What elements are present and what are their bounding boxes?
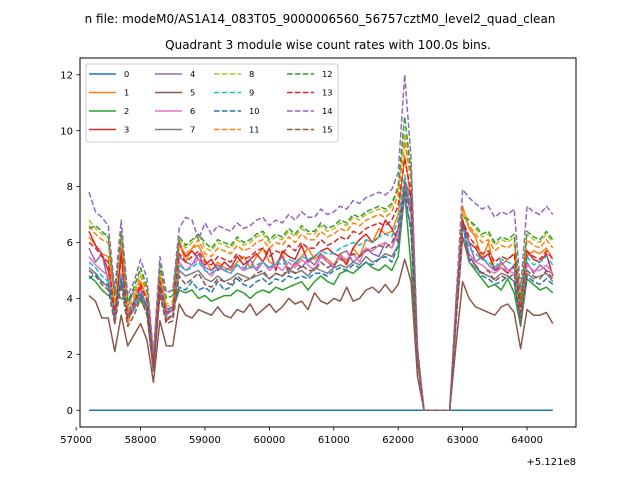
- figure-suptitle: n file: modeM0/AS1A14_083T05_9000006560_…: [85, 12, 556, 26]
- legend-frame: [85, 63, 339, 143]
- y-tick-label: 2: [67, 350, 73, 361]
- x-tick-label: 58000: [125, 435, 157, 446]
- x-tick-label: 63000: [447, 435, 479, 446]
- legend-label-12: 12: [322, 69, 333, 79]
- legend-label-10: 10: [249, 106, 260, 116]
- legend-label-5: 5: [190, 88, 195, 98]
- series-line-5: [88, 258, 554, 411]
- x-tick-label: 61000: [318, 435, 350, 446]
- y-tick-label: 10: [60, 126, 73, 137]
- legend-label-9: 9: [249, 88, 254, 98]
- x-tick-label: 62000: [382, 435, 414, 446]
- legend-label-11: 11: [249, 125, 260, 135]
- series-line-8: [88, 132, 554, 411]
- series-line-15: [88, 185, 554, 411]
- legend-label-4: 4: [190, 69, 195, 79]
- x-offset-label: +5.121e8: [526, 457, 576, 468]
- legend-label-7: 7: [190, 125, 195, 135]
- series-line-7: [88, 197, 554, 411]
- series-line-11: [88, 141, 554, 411]
- x-tick-label: 59000: [189, 435, 221, 446]
- chart-title: Quadrant 3 module wise count rates with …: [165, 38, 491, 52]
- y-tick-label: 0: [67, 406, 73, 417]
- series-line-12: [88, 115, 554, 411]
- x-tick-label: 64000: [511, 435, 543, 446]
- series-layer: [88, 74, 554, 411]
- axis-layer: 57000 58000 59000 60000 61000 62000 63000 64000…: [60, 70, 543, 446]
- legend-label-14: 14: [322, 106, 333, 116]
- legend-label-2: 2: [124, 106, 129, 116]
- legend-label-6: 6: [190, 106, 195, 116]
- legend-label-8: 8: [249, 69, 254, 79]
- y-tick-label: 6: [67, 238, 73, 249]
- legend-label-3: 3: [124, 125, 129, 135]
- x-tick-label: 60000: [253, 435, 285, 446]
- y-tick-label: 4: [67, 294, 73, 305]
- series-line-14: [88, 74, 554, 411]
- legend-label-15: 15: [322, 125, 333, 135]
- legend-label-0: 0: [124, 69, 129, 79]
- series-line-6: [88, 188, 554, 411]
- series-line-13: [88, 157, 554, 411]
- y-tick-label: 8: [67, 182, 73, 193]
- legend-label-1: 1: [124, 88, 129, 98]
- x-tick-label: 57000: [60, 435, 92, 446]
- y-tick-label: 12: [60, 70, 73, 81]
- legend-label-13: 13: [322, 88, 333, 98]
